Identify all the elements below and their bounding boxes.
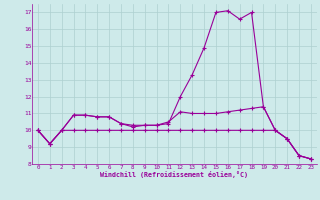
X-axis label: Windchill (Refroidissement éolien,°C): Windchill (Refroidissement éolien,°C) (100, 171, 248, 178)
